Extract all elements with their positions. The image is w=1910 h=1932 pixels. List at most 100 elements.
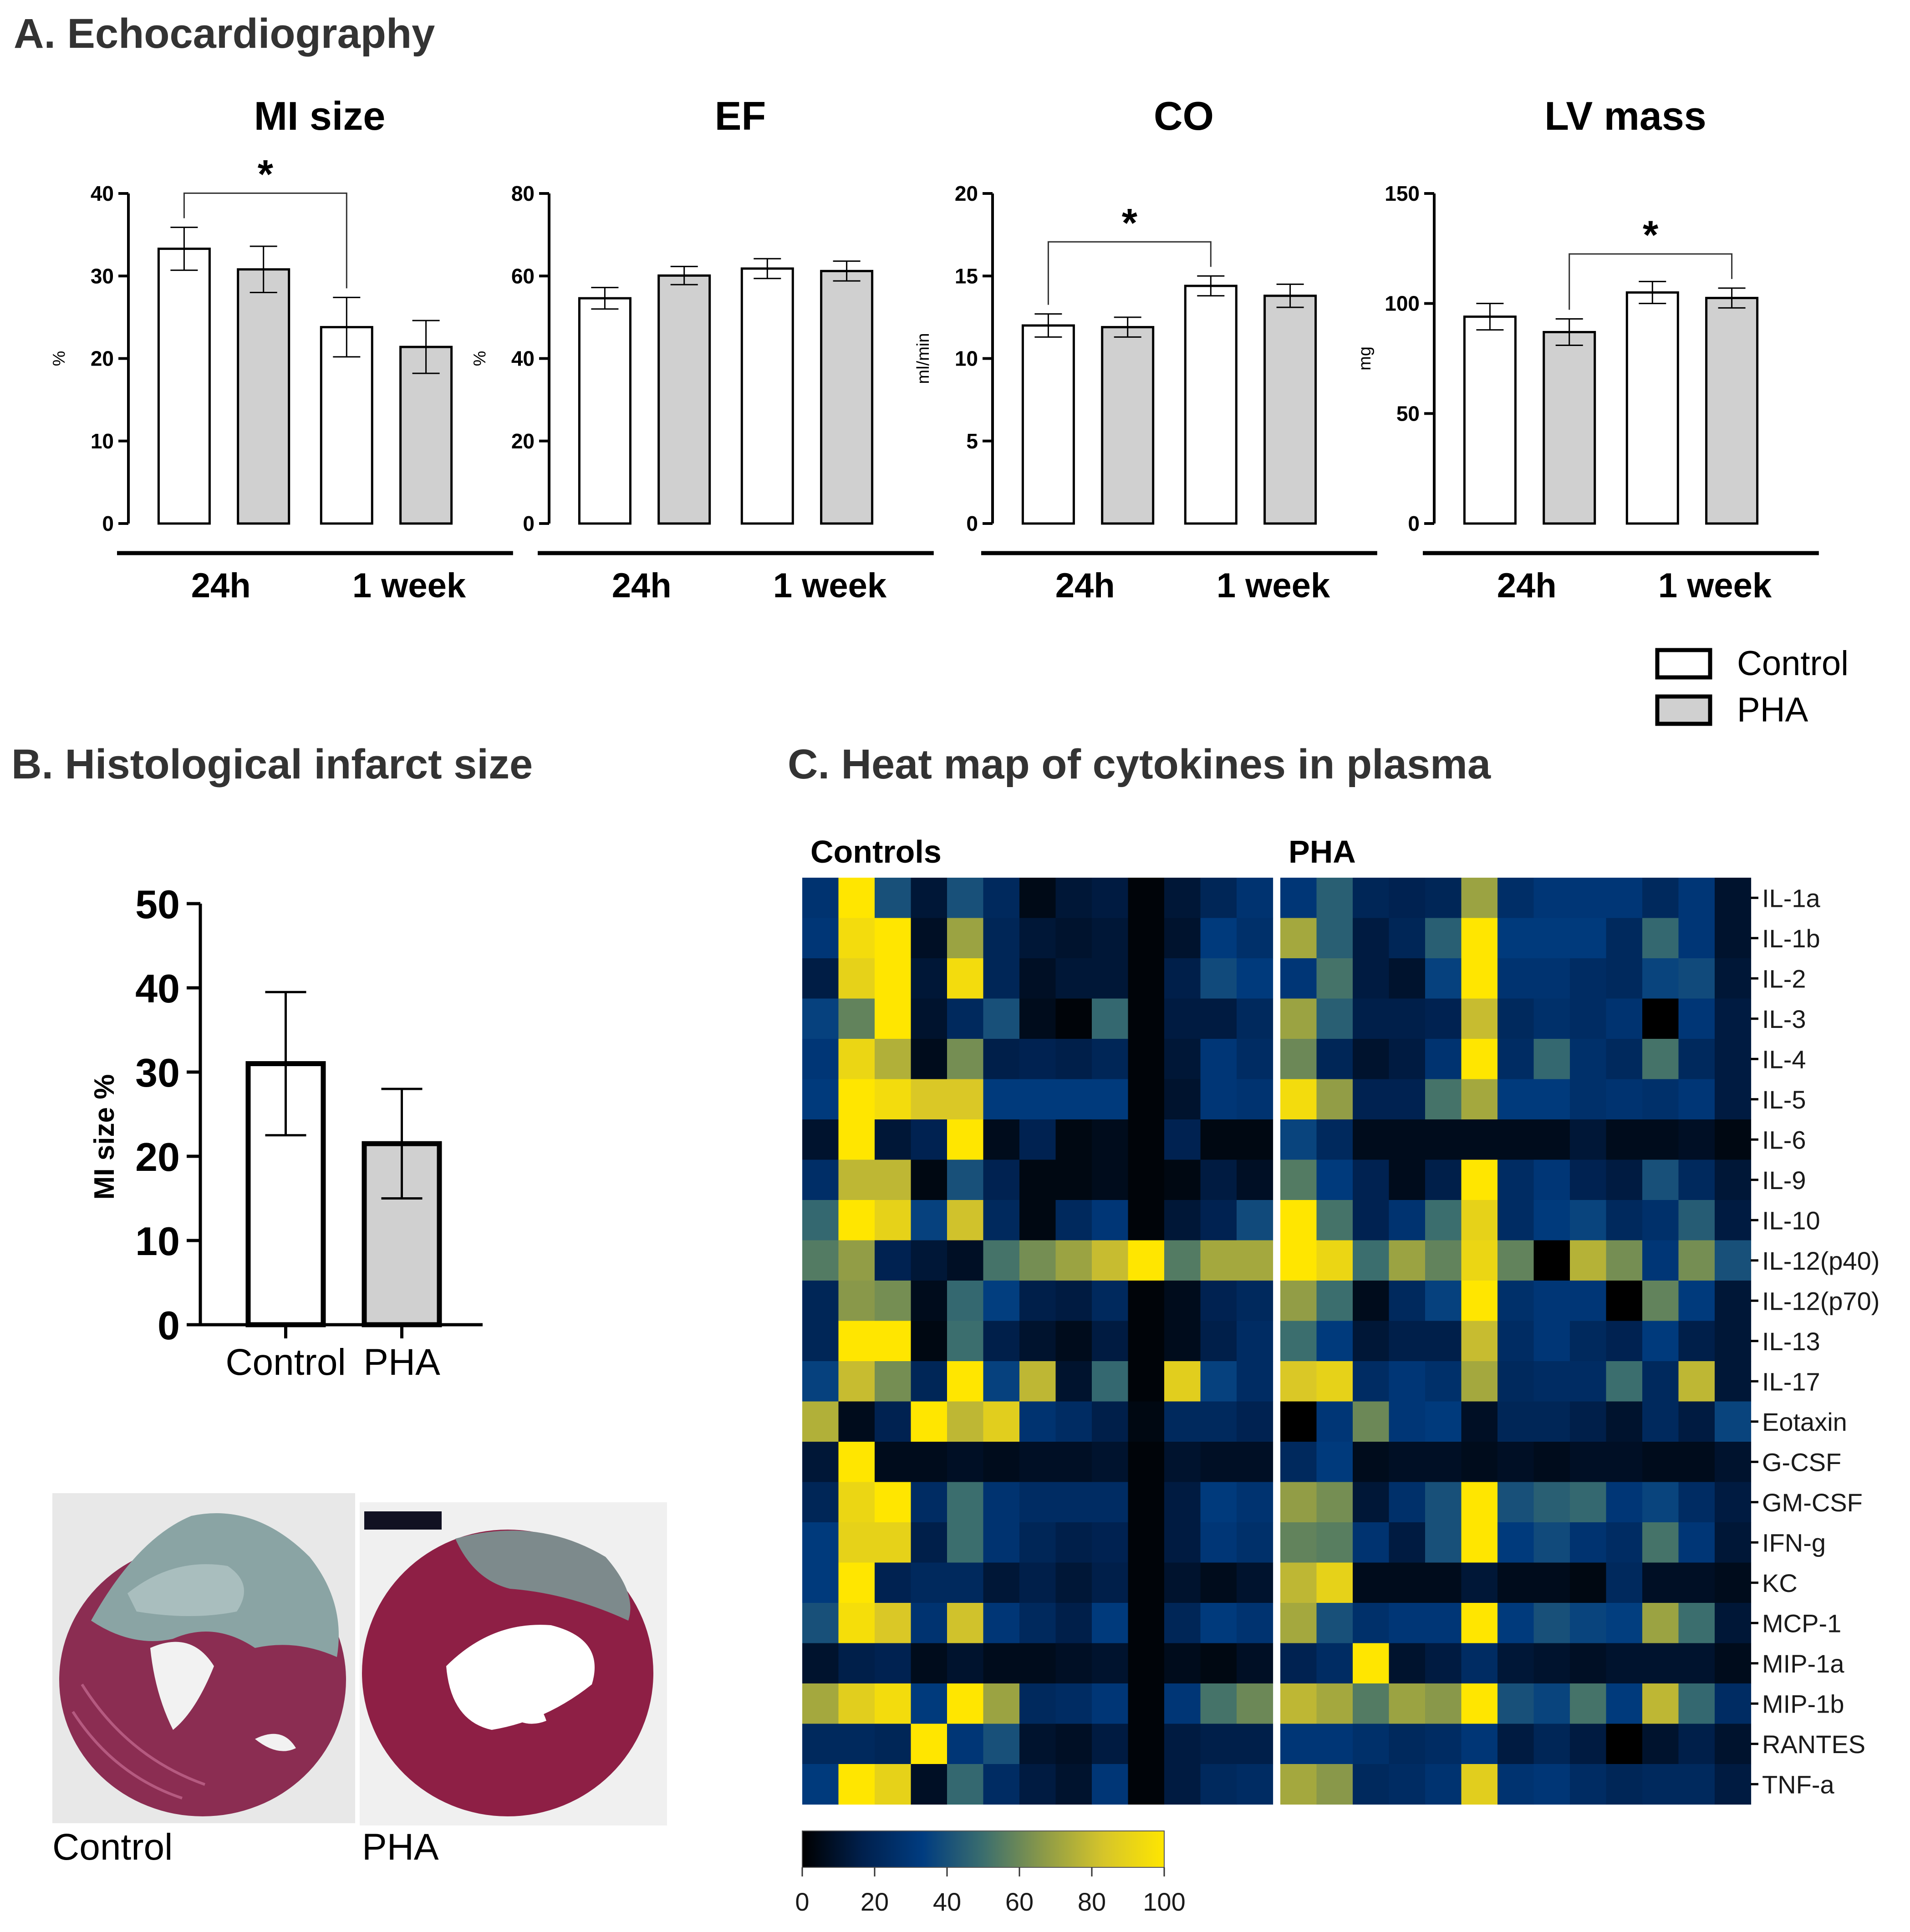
heatmap-cell	[875, 1039, 912, 1080]
heatmap-cell	[1461, 958, 1498, 999]
heatmap-cell	[947, 918, 984, 959]
heatmap-cell	[1606, 1442, 1643, 1483]
control-histology-caption: Control	[52, 1826, 173, 1868]
heatmap-cell	[875, 1200, 912, 1241]
heatmap-cell	[911, 1764, 947, 1805]
heatmap-cell	[1606, 918, 1643, 959]
heatmap-cell	[1237, 1562, 1273, 1603]
heatmap-cell	[802, 1442, 839, 1483]
heatmap-cell	[1164, 1119, 1201, 1160]
significance-star: *	[258, 151, 274, 196]
heatmap-cell	[1642, 1482, 1679, 1523]
heatmap-cell	[1389, 1039, 1426, 1080]
heatmap-cell	[1019, 958, 1056, 999]
heatmap-cell	[1497, 1119, 1534, 1160]
heatmap-cell	[1237, 998, 1273, 1039]
heatmap-cell	[911, 878, 947, 919]
heatmap-cell	[1316, 1764, 1353, 1805]
heatmap-cell	[1461, 1159, 1498, 1200]
heatmap-cell	[838, 1683, 875, 1724]
heatmap-cell	[1678, 1281, 1715, 1322]
cytokine-label-il-4: IL-4	[1762, 1045, 1806, 1073]
heatmap-cell	[1316, 1240, 1353, 1281]
heatmap-cell	[1316, 1522, 1353, 1563]
x-tick-label: Control	[225, 1342, 346, 1383]
heatmap-cell	[1353, 1603, 1390, 1644]
heatmap-cell	[802, 1401, 839, 1442]
bar-pha-1-week	[1705, 297, 1759, 525]
heatmap-cell	[983, 1119, 1020, 1160]
heatmap-cell	[1280, 918, 1317, 959]
heatmap-cell	[1425, 1321, 1462, 1362]
heatmap-cell	[838, 1281, 875, 1322]
heatmap-cell	[1715, 1683, 1752, 1724]
heatmap-cell	[1425, 1361, 1462, 1402]
heatmap-cell	[983, 1321, 1020, 1362]
heatmap-cell	[1316, 1119, 1353, 1160]
y-axis-label: MI size %	[89, 1074, 120, 1200]
heatmap-cell	[1497, 1321, 1534, 1362]
cytokine-label-tnf-a: TNF-a	[1762, 1770, 1835, 1799]
bar-control-24h	[157, 247, 211, 525]
y-tick-label: 10	[955, 347, 978, 371]
heatmap-cell	[983, 1442, 1020, 1483]
heatmap-cell	[1128, 1522, 1165, 1563]
heatmap-cell	[1280, 1401, 1317, 1442]
heatmap-cell	[1164, 1159, 1201, 1200]
heatmap-cell	[983, 998, 1020, 1039]
heatmap-cell	[1497, 1200, 1534, 1241]
y-tick-label: 100	[1385, 292, 1420, 315]
heatmap-cell	[1280, 1603, 1317, 1644]
heatmap-cell	[838, 1401, 875, 1442]
heatmap-cell	[1533, 1482, 1570, 1523]
heatmap-cell	[911, 1321, 947, 1362]
heatmap-cell	[1606, 1522, 1643, 1563]
heatmap-cell	[1200, 1643, 1237, 1684]
heatmap-cell	[1237, 1764, 1273, 1805]
heatmap-cell	[1200, 1119, 1237, 1160]
significance-bracket: *	[183, 151, 347, 289]
heatmap-cell	[1533, 1562, 1570, 1603]
heatmap-cell	[1092, 1442, 1129, 1483]
heatmap-cell	[1092, 1200, 1129, 1241]
bar-control-1-week	[1184, 285, 1238, 525]
heatmap-cell	[1092, 958, 1129, 999]
heatmap-cell	[1316, 1401, 1353, 1442]
heatmap-cell	[1533, 1522, 1570, 1563]
heatmap-cell	[1642, 1522, 1679, 1563]
heatmap-cell	[983, 1401, 1020, 1442]
heatmap-cell	[1715, 958, 1752, 999]
significance-bracket: *	[1569, 212, 1733, 310]
heatmap-cell	[1237, 958, 1273, 999]
heatmap-cell	[1678, 1643, 1715, 1684]
heatmap-cell	[1128, 1159, 1165, 1200]
heatmap-cell	[947, 1119, 984, 1160]
heatmap-cell	[1497, 1643, 1534, 1684]
heatmap-cell	[1425, 1683, 1462, 1724]
heatmap-cell	[1316, 958, 1353, 999]
heatmap-cell	[1606, 1281, 1643, 1322]
heatmap-cell	[875, 998, 912, 1039]
heatmap-cell	[1055, 998, 1092, 1039]
heatmap-cell	[1200, 1522, 1237, 1563]
bar-pha-1-week	[1263, 295, 1317, 525]
heatmap-cell	[1128, 1643, 1165, 1684]
heatmap-cell	[1425, 1200, 1462, 1241]
heatmap-cell	[1019, 1603, 1056, 1644]
heatmap-cell	[1280, 1522, 1317, 1563]
heatmap-cell	[1316, 1562, 1353, 1603]
heatmap-cell	[1280, 1764, 1317, 1805]
cytokine-label-il-17: IL-17	[1762, 1367, 1820, 1396]
heatmap-cell	[838, 1240, 875, 1281]
heatmap-cell	[1570, 1159, 1607, 1200]
heatmap-cell	[911, 918, 947, 959]
heatmap-cell	[1461, 998, 1498, 1039]
heatmap-cell	[1128, 1281, 1165, 1322]
heatmap-cell	[1389, 1401, 1426, 1442]
heatmap-cell	[838, 918, 875, 959]
heatmap-cell	[1570, 998, 1607, 1039]
heatmap-cell	[1497, 1401, 1534, 1442]
heatmap-cell	[1570, 1321, 1607, 1362]
heatmap-group-pha: PHA	[1280, 834, 1752, 1805]
